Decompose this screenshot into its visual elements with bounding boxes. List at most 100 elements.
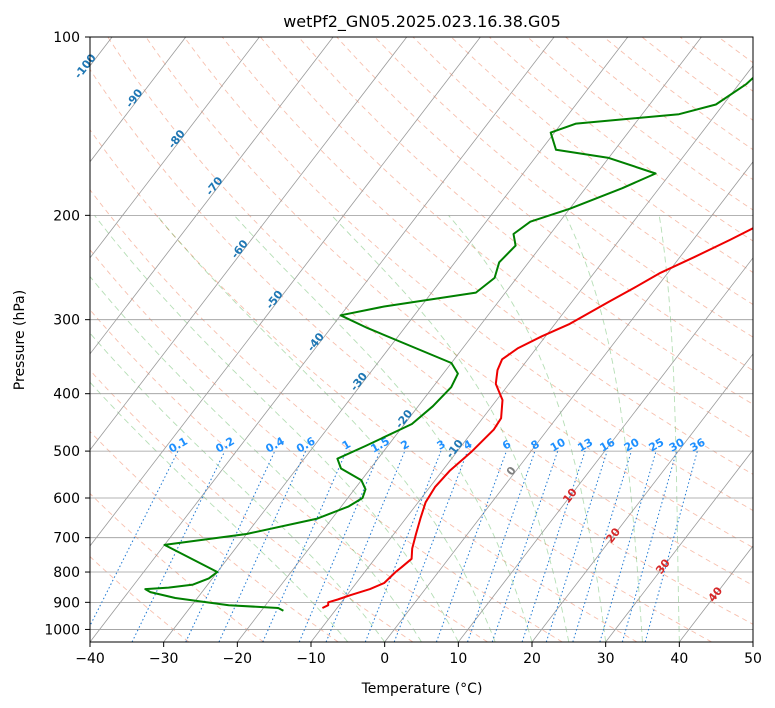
mixing-ratio-labels: 0.1 0.2 0.4 0.6 1 1.5 2 3 4 6 8 10 13 16 20 25 30 36 [167,434,708,455]
mixing-ratio-label: 36 [688,435,708,454]
dry-adiabat [90,369,414,642]
isotherm-line [679,545,753,642]
isotherm-line [90,37,260,259]
isotherm-label: -80 [165,127,188,151]
isotherm-label: -70 [203,174,226,198]
dry-adiabat [756,37,775,642]
dry-adiabat [107,37,753,586]
dry-adiabat [90,430,339,642]
mixing-ratio-label: 30 [667,435,687,454]
moist-adiabat [156,215,496,642]
mixing-ratio-line [521,450,586,642]
isotherm-line [90,37,481,547]
y-tick-label: 900 [53,595,80,611]
isotherm-label: 0 [504,464,519,478]
y-tick-label: 500 [53,444,80,460]
moist-adiabat [94,215,459,642]
isotherm-line [384,161,753,642]
x-tick-label: 0 [380,651,389,667]
moist-adiabat [564,215,643,642]
moist-adiabat [658,215,680,642]
x-tick-label: −20 [223,651,253,667]
mixing-ratio-line [393,450,469,642]
mixing-ratio-line [545,450,608,642]
mixing-ratio-line [298,450,381,642]
dewpoint-profile [144,76,753,612]
x-tick-label: 50 [744,651,762,667]
mixing-ratio-line [572,450,632,642]
sounding-profiles [144,76,753,612]
isotherm-line [458,257,753,642]
mixing-ratio-label: 1 [340,438,353,453]
y-tick-label: 400 [53,387,80,403]
mixing-ratio-line [435,450,507,642]
mixing-ratio-label: 10 [548,435,568,454]
mixing-ratio-label: 0.1 [167,435,190,456]
moist-adiabat [331,214,570,642]
dry-adiabat [336,37,753,371]
dry-adiabat [90,189,638,642]
moist-adiabat-label: 20 [603,525,623,545]
x-tick-label: 40 [670,651,688,667]
dry-adiabat [260,37,753,440]
y-tick-label: 100 [53,30,80,46]
isotherm-label: -50 [263,288,286,312]
mixing-ratio-label: 0.4 [263,434,287,455]
mixing-ratio-line [131,450,226,642]
x-axis: −40 −30 −20 −10 0 10 20 30 40 50 [75,642,762,667]
x-tick-label: −10 [296,651,326,667]
isotherm-label: -90 [123,86,146,110]
dry-adiabat [90,249,563,642]
mixing-ratio-label: 13 [575,436,595,455]
mixing-ratio-label: 25 [646,436,666,455]
isotherm-line [605,449,753,642]
dry-adiabat [90,555,190,642]
y-tick-label: 700 [53,531,80,547]
y-tick-label: 600 [53,491,80,507]
y-axis: 1000 900 800 700 600 500 400 300 200 100 [44,30,90,638]
temperature-profile [321,227,753,609]
x-tick-label: −40 [75,651,105,667]
moist-adiabat-label: 30 [653,556,673,576]
moist-adiabat [233,214,533,642]
mixing-ratio-label: 0.6 [294,434,318,455]
mixing-ratio-label: 0.2 [213,435,236,456]
isotherm-line [752,641,753,642]
dry-adiabat [641,37,753,121]
x-tick-label: 10 [449,651,467,667]
mixing-ratio-line [218,450,307,642]
y-tick-label: 200 [53,208,80,224]
isotherm-line [531,353,753,642]
mixing-ratio-line [599,450,657,642]
isotherm-label: -60 [228,237,251,261]
isotherm-line [310,65,753,642]
moist-adiabat [90,332,386,642]
isotherm-line [90,37,334,355]
dry-adiabat [90,309,488,642]
x-tick-label: 20 [523,651,541,667]
mixing-ratio-line [325,450,406,642]
chart-title: wetPf2_GN05.2025.023.16.38.G05 [283,12,561,32]
y-axis-title: Pressure (hPa) [12,290,28,390]
moist-adiabat-label: 40 [706,584,726,604]
mixing-ratio-line [621,450,678,642]
y-tick-label: 800 [53,565,80,581]
x-tick-label: 30 [597,651,615,667]
dry-adiabat [183,37,753,512]
dry-adiabat [145,37,753,549]
dry-adiabat [718,37,753,64]
mixing-ratio-line [262,450,347,642]
isotherm-line [237,37,702,642]
mixing-ratio-label: 1.5 [369,435,392,456]
y-tick-label: 1000 [44,622,80,638]
mixing-ratio-line [491,450,559,642]
moist-adiabat-labels: 10 20 30 40 [560,486,725,605]
dry-adiabat [679,37,753,92]
moist-adiabat [90,275,422,642]
dry-adiabat [412,37,753,305]
isotherm-line [90,37,408,451]
mixing-ratio-label: 2 [398,438,411,453]
moist-adiabat [448,215,607,642]
background-lines [90,37,775,642]
